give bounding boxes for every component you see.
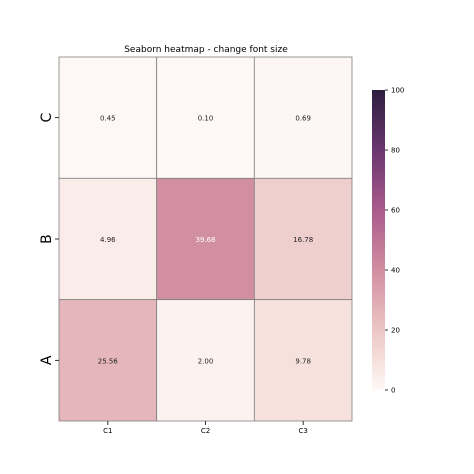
- heatmap-cell: [253, 177, 353, 301]
- heatmap-cell-labels: 0.45 0.10 0.69 4.96 39.68 16.78 25.56 2.00 9.78: [98, 115, 313, 366]
- heatmap-cell: [58, 177, 158, 301]
- colorbar-tick-label: 40: [391, 267, 400, 275]
- colorbar-tick-label: 80: [391, 147, 400, 155]
- colorbar-tick-label: 20: [391, 327, 400, 335]
- x-tick-label: C3: [298, 427, 307, 435]
- cell-value-label: 2.00: [198, 357, 214, 365]
- cell-value-label: 16.78: [293, 236, 313, 244]
- y-axis: C B A: [39, 113, 59, 365]
- x-axis: C1 C2 C3: [103, 421, 308, 435]
- colorbar-tick-label: 100: [391, 87, 404, 95]
- chart-title: Seaborn heatmap - change font size: [124, 45, 288, 55]
- cell-value-label: 25.56: [98, 357, 119, 365]
- cell-value-label: 0.10: [198, 115, 214, 123]
- x-tick-label: C1: [103, 427, 112, 435]
- heatmap-cells: [58, 56, 353, 422]
- heatmap-cell: [253, 56, 353, 179]
- cell-value-label: 9.78: [295, 357, 311, 365]
- colorbar: 0 20 40 60 80 100: [372, 87, 404, 395]
- y-tick-label: B: [39, 234, 55, 244]
- heatmap-cell: [156, 56, 255, 179]
- heatmap-cell: [58, 56, 158, 179]
- colorbar-gradient: [372, 90, 385, 390]
- heatmap-cell: [156, 299, 255, 422]
- cell-value-label: 0.45: [100, 115, 116, 123]
- cell-value-label: 39.68: [195, 236, 215, 244]
- heatmap-cell: [156, 177, 255, 301]
- colorbar-tick-label: 60: [391, 207, 400, 215]
- cell-value-label: 0.69: [295, 115, 311, 123]
- cell-value-label: 4.96: [100, 236, 116, 244]
- y-tick-label: C: [39, 113, 55, 123]
- x-tick-label: C2: [201, 427, 210, 435]
- colorbar-tick-label: 0: [391, 387, 395, 395]
- y-tick-label: A: [39, 355, 55, 365]
